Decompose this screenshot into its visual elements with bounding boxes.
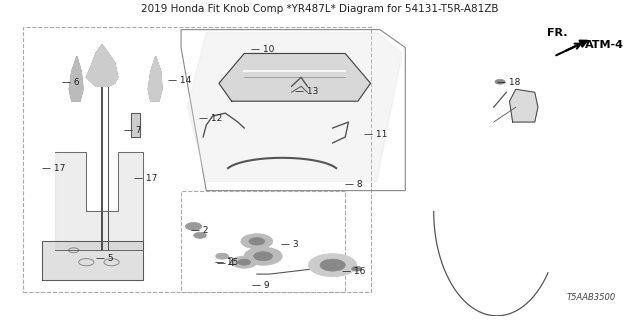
Polygon shape [42,241,143,280]
Text: — 2: — 2 [191,226,208,236]
Text: — 14: — 14 [168,76,191,85]
Polygon shape [69,56,83,101]
Text: — 18: — 18 [497,78,520,87]
Polygon shape [148,56,162,101]
Circle shape [249,237,265,245]
Circle shape [241,234,273,249]
Circle shape [244,247,282,265]
Polygon shape [219,53,371,101]
Text: FR.: FR. [547,28,567,38]
Text: — 3: — 3 [281,240,298,249]
Text: ATM-4: ATM-4 [585,40,624,50]
Text: — 4: — 4 [217,260,234,268]
Text: T5AAB3500: T5AAB3500 [567,293,616,302]
Text: — 6: — 6 [62,78,80,87]
Circle shape [238,259,250,265]
Text: — 5: — 5 [96,254,113,263]
Circle shape [194,232,206,238]
Text: — 10: — 10 [250,45,274,54]
Text: — 11: — 11 [364,130,388,139]
Circle shape [308,254,356,276]
Polygon shape [86,44,118,86]
Polygon shape [188,33,402,182]
Text: — 15: — 15 [214,258,238,267]
Text: — 17: — 17 [134,174,157,183]
Polygon shape [509,89,538,122]
Text: — 8: — 8 [345,180,363,188]
Polygon shape [54,152,143,250]
Circle shape [216,253,228,259]
Title: 2019 Honda Fit Knob Comp *YR487L* Diagram for 54131-T5R-A81ZB: 2019 Honda Fit Knob Comp *YR487L* Diagra… [141,4,499,14]
Circle shape [351,266,362,271]
Text: — 9: — 9 [252,281,270,290]
Circle shape [495,79,505,84]
Circle shape [186,222,202,230]
Circle shape [232,256,257,268]
Text: — 13: — 13 [295,87,318,96]
Text: — 7: — 7 [124,126,142,135]
Circle shape [320,259,345,271]
Text: — 17: — 17 [42,164,65,173]
Polygon shape [131,113,140,137]
Text: — 16: — 16 [342,267,365,276]
Text: — 12: — 12 [198,114,222,123]
Circle shape [253,252,273,261]
